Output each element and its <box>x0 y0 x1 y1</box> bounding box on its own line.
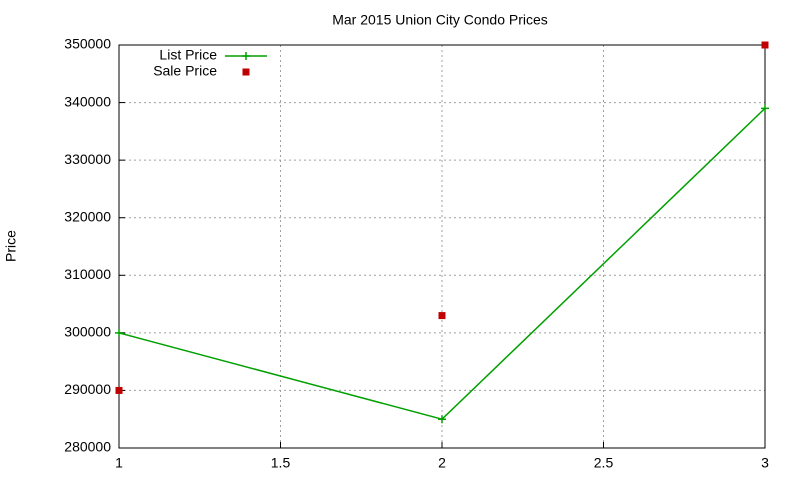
legend-marker <box>242 52 250 60</box>
y-tick-label: 330000 <box>64 151 111 167</box>
point <box>438 415 446 424</box>
chart-title: Mar 2015 Union City Condo Prices <box>332 12 548 28</box>
x-tick-label: 2 <box>438 455 446 471</box>
point <box>115 328 123 337</box>
point <box>115 386 123 394</box>
plot-frame <box>118 44 766 449</box>
legend-marker <box>242 68 250 76</box>
x-tick-label: 1 <box>115 455 123 471</box>
point <box>438 312 446 320</box>
y-tick-label: 320000 <box>64 208 111 224</box>
y-axis-label: Price <box>3 230 19 262</box>
legend-label: Sale Price <box>153 63 217 79</box>
x-tick-label: 3 <box>761 455 769 471</box>
series-line <box>118 107 766 421</box>
point <box>761 41 769 49</box>
y-tick-label: 300000 <box>64 324 111 340</box>
y-tick-label: 350000 <box>64 36 111 52</box>
y-tick-label: 340000 <box>64 93 111 109</box>
x-tick-label: 1.5 <box>271 455 291 471</box>
y-tick-label: 280000 <box>64 439 111 455</box>
y-tick-label: 310000 <box>64 266 111 282</box>
point <box>761 104 769 113</box>
legend-label: List Price <box>159 47 217 63</box>
y-tick-label: 290000 <box>64 381 111 397</box>
x-tick-label: 2.5 <box>594 455 614 471</box>
